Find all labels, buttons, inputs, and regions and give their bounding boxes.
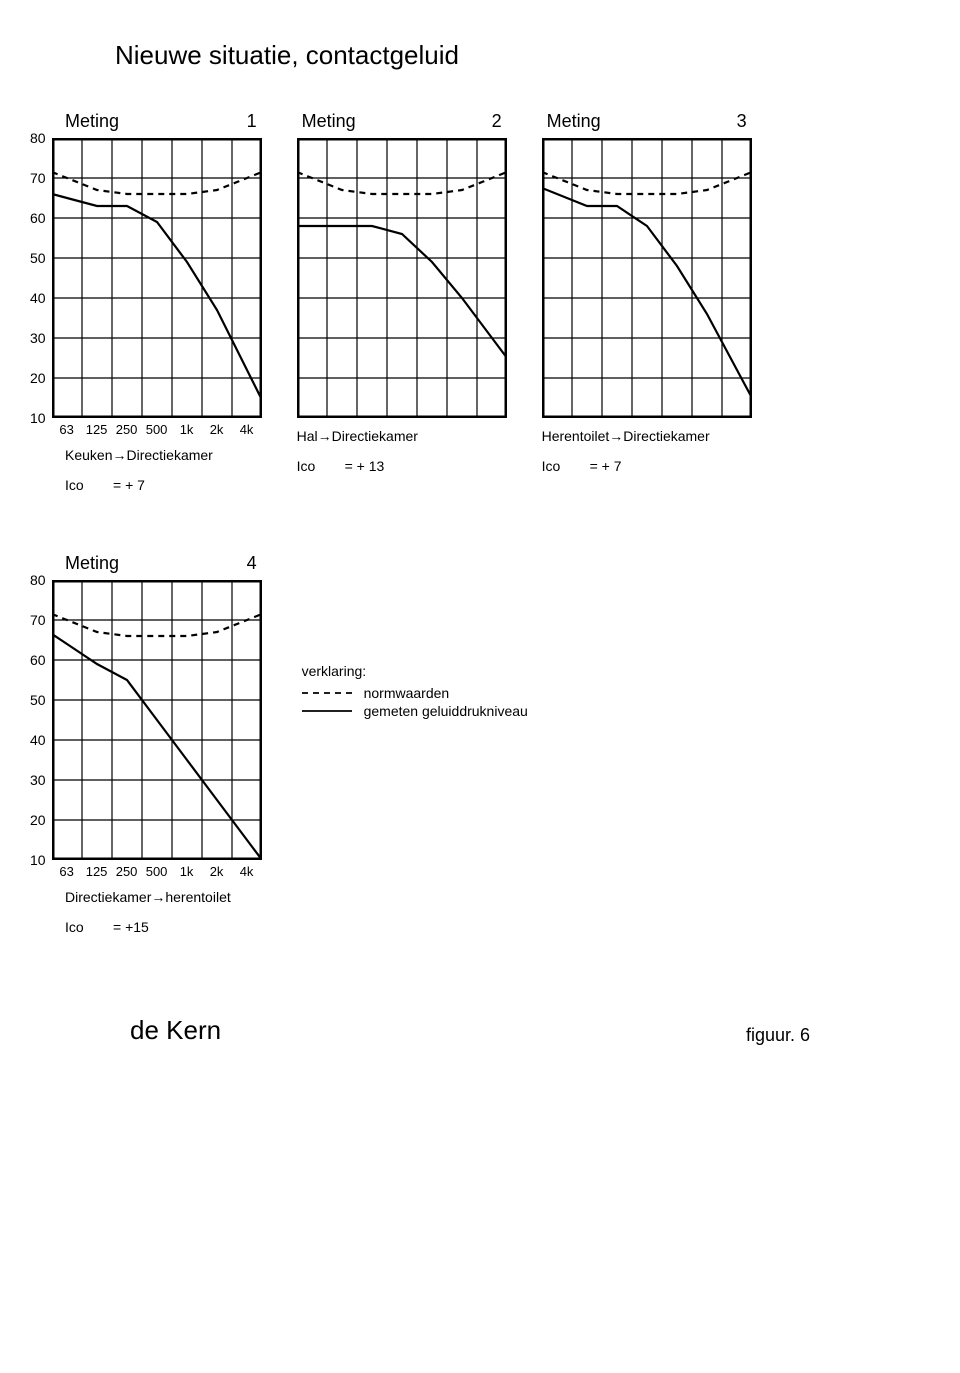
chart-caption: Herentoilet → Directiekamer <box>542 428 752 444</box>
chart-title-right: 2 <box>492 111 502 132</box>
caption-from: Hal <box>297 428 318 444</box>
legend: verklaring: normwaarden gemeten geluiddr… <box>302 663 528 935</box>
chart-title-left: Meting <box>547 111 601 132</box>
x-tick-label: 63 <box>52 864 82 879</box>
chart-title-right: 4 <box>247 553 257 574</box>
legend-item-measured: gemeten geluiddrukniveau <box>302 703 528 719</box>
footer-left: de Kern <box>130 1015 221 1046</box>
charts-row-1: Meting 1 8070605040302010631252505001k2k4k… <box>30 111 930 493</box>
x-tick-label: 500 <box>142 422 172 437</box>
caption-from: Directiekamer <box>65 889 151 905</box>
ico-label: Ico <box>65 919 105 935</box>
chart-caption: Directiekamer → herentoilet <box>65 889 262 905</box>
arrow-right-icon: → <box>609 428 623 444</box>
legend-label: gemeten geluiddrukniveau <box>364 703 528 719</box>
x-tick-label: 2k <box>202 422 232 437</box>
ico-line: Ico = +15 <box>65 919 262 935</box>
chart-title-right: 3 <box>737 111 747 132</box>
page-title: Nieuwe situatie, contactgeluid <box>115 40 930 71</box>
x-tick-label: 4k <box>232 422 262 437</box>
x-tick-label: 500 <box>142 864 172 879</box>
ico-line: Ico = + 7 <box>542 458 752 474</box>
caption-to: Directiekamer <box>623 428 709 444</box>
footer-right: figuur. 6 <box>746 1025 810 1046</box>
chart-svg <box>52 138 262 418</box>
caption-from: Herentoilet <box>542 428 610 444</box>
y-axis: 8070605040302010 <box>30 138 52 418</box>
chart-title-right: 1 <box>247 111 257 132</box>
chart-1: Meting 1 8070605040302010631252505001k2k4k… <box>30 111 262 493</box>
ico-line: Ico = + 7 <box>65 477 262 493</box>
chart-title: Meting 2 <box>297 111 507 132</box>
chart-title: Meting 3 <box>542 111 752 132</box>
x-tick-label: 125 <box>82 422 112 437</box>
ico-label: Ico <box>65 477 105 493</box>
ico-label: Ico <box>297 458 337 474</box>
ico-value: = + 7 <box>590 458 622 474</box>
charts-row-2: Meting 4 8070605040302010631252505001k2k4k… <box>30 553 930 935</box>
x-tick-label: 2k <box>202 864 232 879</box>
ico-value: = + 7 <box>113 477 145 493</box>
footer: de Kern figuur. 6 <box>30 1015 930 1046</box>
chart-title: Meting 1 <box>30 111 262 132</box>
chart-area <box>542 138 752 418</box>
chart-svg <box>297 138 507 418</box>
x-tick-label: 1k <box>172 864 202 879</box>
x-tick-label: 125 <box>82 864 112 879</box>
chart-caption: Hal → Directiekamer <box>297 428 507 444</box>
chart-4: Meting 4 8070605040302010631252505001k2k4k… <box>30 553 262 935</box>
ico-line: Ico = + 13 <box>297 458 507 474</box>
caption-to: Directiekamer <box>126 447 212 463</box>
x-tick-label: 1k <box>172 422 202 437</box>
chart-area: 8070605040302010 <box>30 138 262 418</box>
arrow-right-icon: → <box>318 428 332 444</box>
arrow-right-icon: → <box>112 447 126 463</box>
chart-3: Meting 3 Herentoilet → Directiekamer Ico = +… <box>542 111 752 493</box>
ico-label: Ico <box>542 458 582 474</box>
legend-label: normwaarden <box>364 685 450 701</box>
x-axis: 631252505001k2k4k <box>52 422 262 437</box>
chart-svg <box>542 138 752 418</box>
x-tick-label: 4k <box>232 864 262 879</box>
x-tick-label: 250 <box>112 864 142 879</box>
arrow-right-icon: → <box>151 889 165 905</box>
legend-item-norm: normwaarden <box>302 685 528 701</box>
chart-title-left: Meting <box>65 111 119 132</box>
caption-to: Directiekamer <box>332 428 418 444</box>
ico-value: = +15 <box>113 919 149 935</box>
chart-area <box>297 138 507 418</box>
chart-title: Meting 4 <box>30 553 262 574</box>
dashed-line-icon <box>302 687 352 699</box>
chart-caption: Keuken → Directiekamer <box>65 447 262 463</box>
chart-svg <box>52 580 262 860</box>
legend-title: verklaring: <box>302 663 528 679</box>
ico-value: = + 13 <box>345 458 385 474</box>
chart-2: Meting 2 Hal → Directiekamer Ico = + 13 <box>297 111 507 493</box>
caption-to: herentoilet <box>165 889 230 905</box>
chart-title-left: Meting <box>302 111 356 132</box>
x-axis: 631252505001k2k4k <box>52 864 262 879</box>
chart-area: 8070605040302010 <box>30 580 262 860</box>
chart-title-left: Meting <box>65 553 119 574</box>
caption-from: Keuken <box>65 447 112 463</box>
y-axis: 8070605040302010 <box>30 580 52 860</box>
solid-line-icon <box>302 705 352 717</box>
x-tick-label: 250 <box>112 422 142 437</box>
x-tick-label: 63 <box>52 422 82 437</box>
